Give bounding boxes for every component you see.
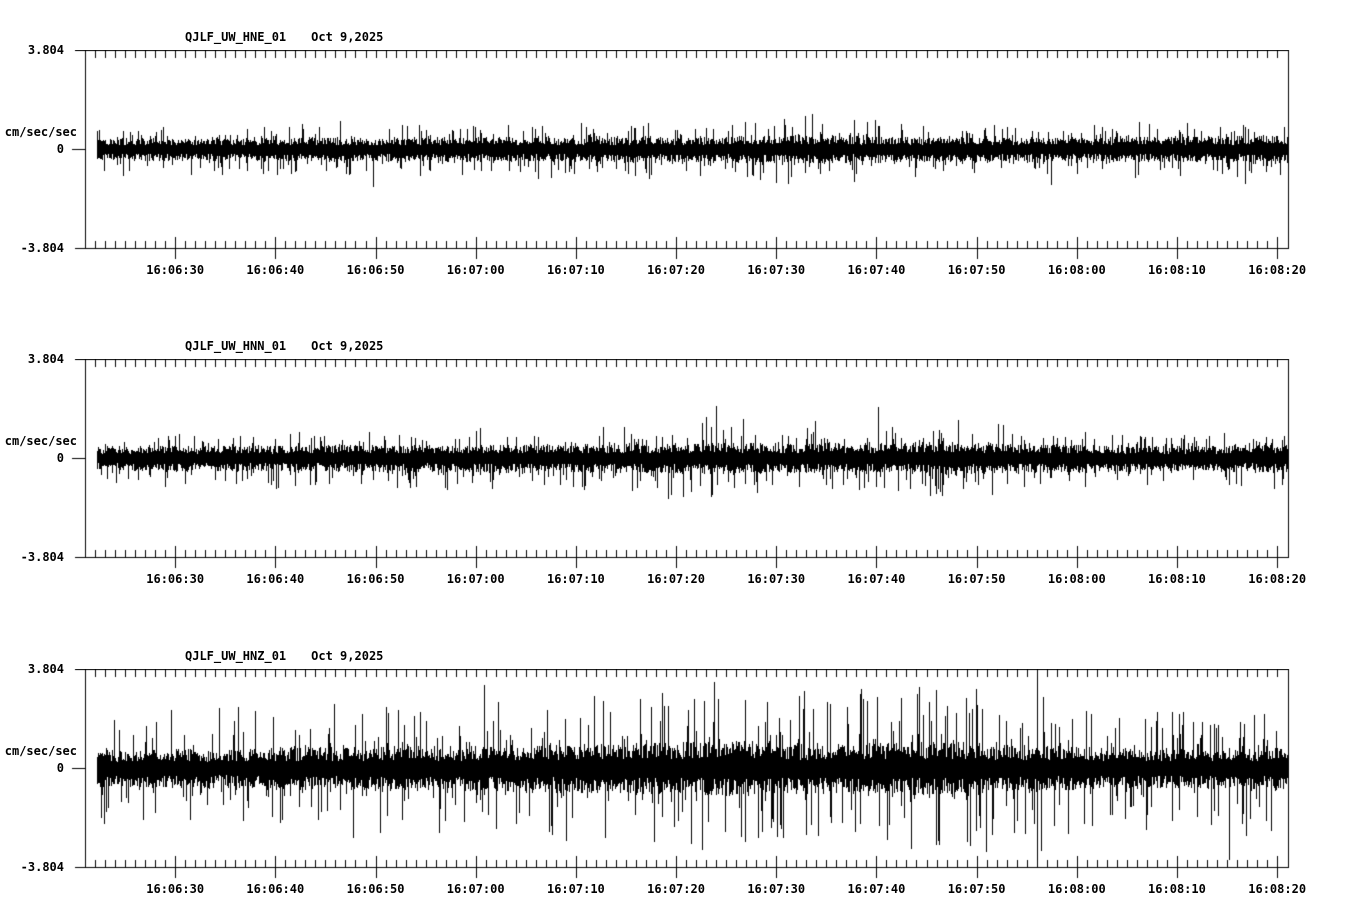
date-label: Oct 9,2025 — [311, 339, 384, 353]
station-channel-label: QJLF_UW_HNZ_01 — [185, 649, 287, 663]
date-label: Oct 9,2025 — [311, 30, 384, 44]
x-tick-label: 16:06:50 — [346, 263, 405, 277]
x-tick-label: 16:06:50 — [346, 882, 405, 896]
waveform-plot-hnz — [70, 669, 1292, 881]
station-channel-label: QJLF_UW_HNE_01 — [185, 30, 287, 44]
x-tick-label: 16:07:30 — [747, 263, 806, 277]
y-axis-max-label: 3.804 — [27, 662, 64, 676]
x-axis-tick-labels: 16:06:30 16:06:40 16:06:50 16:07:00 16:07:10… — [0, 0, 1358, 300]
x-tick-label: 16:06:30 — [146, 263, 205, 277]
x-tick-label: 16:07:40 — [847, 882, 906, 896]
x-tick-label: 16:07:00 — [446, 882, 505, 896]
x-tick-label: 16:08:10 — [1148, 263, 1206, 277]
x-tick-label: 16:07:00 — [446, 263, 505, 277]
x-tick-label: 16:07:50 — [947, 263, 1006, 277]
x-tick-label: 16:08:20 — [1248, 572, 1307, 586]
plot-title: QJLF_UW_HNE_01 Oct 9,2025 — [185, 30, 383, 44]
plot-title: QJLF_UW_HNZ_01 Oct 9,2025 — [185, 649, 383, 663]
x-tick-label: 16:07:30 — [747, 572, 806, 586]
x-tick-label: 16:08:00 — [1047, 572, 1106, 586]
x-tick-label: 16:06:30 — [146, 572, 205, 586]
x-tick-label: 16:07:10 — [546, 572, 605, 586]
seismogram-panel-hne: QJLF_UW_HNE_01 Oct 9,2025 3.804 cm/sec/s… — [0, 0, 1358, 300]
y-axis-zero-label: 0 — [56, 142, 64, 156]
x-tick-label: 16:07:50 — [947, 882, 1006, 896]
x-tick-label: 16:06:40 — [246, 882, 305, 896]
x-tick-label: 16:07:30 — [747, 882, 806, 896]
x-tick-label: 16:07:40 — [847, 572, 906, 586]
x-tick-label: 16:07:20 — [647, 572, 705, 586]
y-axis-max-label: 3.804 — [27, 43, 64, 57]
x-tick-label: 16:08:20 — [1248, 263, 1307, 277]
y-axis-min-label: -3.804 — [20, 550, 64, 564]
x-tick-label: 16:07:20 — [647, 263, 705, 277]
x-tick-label: 16:08:20 — [1248, 882, 1307, 896]
date-label: Oct 9,2025 — [311, 649, 384, 663]
x-tick-label: 16:07:10 — [546, 882, 605, 896]
seismogram-panel-hnz: QJLF_UW_HNZ_01 Oct 9,2025 3.804 cm/sec/s… — [0, 619, 1358, 919]
x-tick-label: 16:07:00 — [446, 572, 505, 586]
station-channel-label: QJLF_UW_HNN_01 — [185, 339, 287, 353]
x-axis-tick-labels: 16:06:30 16:06:40 16:06:50 16:07:00 16:07:10… — [0, 619, 1358, 919]
x-tick-label: 16:06:50 — [346, 572, 405, 586]
y-axis-zero-label: 0 — [56, 761, 64, 775]
x-tick-label: 16:08:00 — [1047, 263, 1106, 277]
x-tick-label: 16:07:40 — [847, 263, 906, 277]
x-tick-label: 16:08:10 — [1148, 572, 1206, 586]
x-axis-tick-labels: 16:06:30 16:06:40 16:06:50 16:07:00 16:07:10… — [0, 309, 1358, 609]
plot-title: QJLF_UW_HNN_01 Oct 9,2025 — [185, 339, 383, 353]
x-tick-label: 16:06:40 — [246, 572, 305, 586]
y-axis-units-label: cm/sec/sec — [4, 434, 77, 448]
waveform-plot-hne — [70, 50, 1292, 262]
y-axis-min-label: -3.804 — [20, 241, 64, 255]
x-tick-label: 16:07:50 — [947, 572, 1006, 586]
x-tick-label: 16:08:10 — [1148, 882, 1206, 896]
x-tick-label: 16:06:30 — [146, 882, 205, 896]
x-tick-label: 16:06:40 — [246, 263, 305, 277]
x-tick-label: 16:07:20 — [647, 882, 705, 896]
y-axis-units-label: cm/sec/sec — [4, 125, 77, 139]
waveform-plot-hnn — [70, 359, 1292, 571]
y-axis-max-label: 3.804 — [27, 352, 64, 366]
y-axis-zero-label: 0 — [56, 451, 64, 465]
x-tick-label: 16:07:10 — [546, 263, 605, 277]
x-tick-label: 16:08:00 — [1047, 882, 1106, 896]
seismogram-panel-hnn: QJLF_UW_HNN_01 Oct 9,2025 3.804 cm/sec/s… — [0, 309, 1358, 609]
y-axis-min-label: -3.804 — [20, 860, 64, 874]
y-axis-units-label: cm/sec/sec — [4, 744, 77, 758]
